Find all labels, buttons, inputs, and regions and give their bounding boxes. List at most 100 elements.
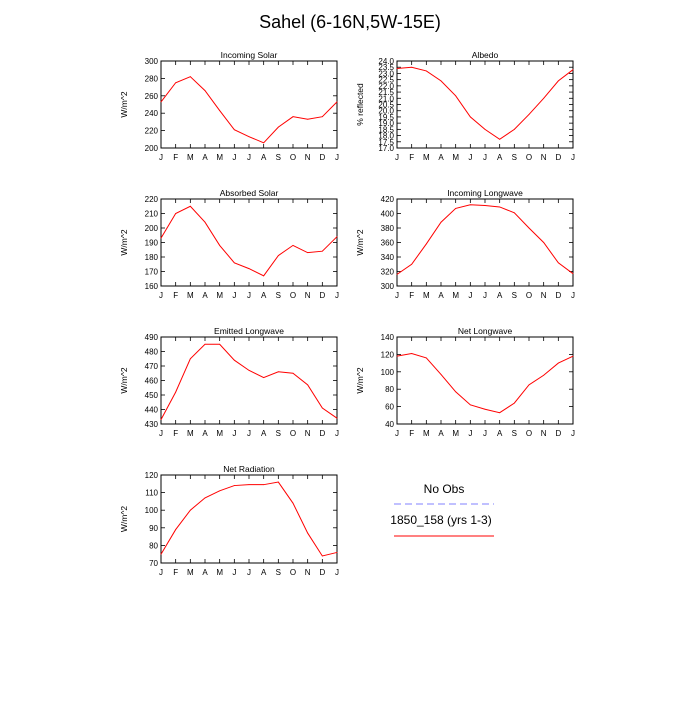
x-tick-label: J [232, 153, 236, 162]
x-tick-label: S [276, 291, 281, 300]
y-tick-label: 400 [381, 210, 395, 219]
y-tick-label: 190 [145, 239, 159, 248]
data-point [396, 68, 398, 69]
y-tick-label: 440 [145, 406, 159, 415]
y-tick-label: 100 [145, 506, 159, 515]
data-point [189, 76, 191, 78]
y-tick-label: 70 [149, 559, 158, 568]
data-point [307, 118, 309, 120]
chart-title: Emitted Longwave [214, 326, 284, 336]
data-point [455, 95, 457, 97]
x-tick-label: A [497, 153, 503, 162]
y-tick-label: 40 [385, 420, 394, 429]
x-tick-label: N [541, 153, 547, 162]
data-point [513, 402, 515, 404]
data-point [336, 236, 338, 238]
data-point [440, 221, 442, 223]
data-point [277, 371, 279, 373]
data-point [204, 221, 206, 223]
x-tick-label: A [261, 291, 267, 300]
x-tick-label: J [159, 291, 163, 300]
x-tick-label: M [423, 153, 430, 162]
data-point [219, 110, 221, 111]
x-tick-label: J [468, 429, 472, 438]
x-tick-label: M [187, 429, 194, 438]
y-tick-label: 300 [145, 57, 159, 66]
series-line [160, 76, 338, 144]
data-point [277, 126, 279, 128]
data-point [336, 417, 338, 419]
data-point [321, 250, 323, 252]
data-point [160, 237, 162, 239]
x-tick-label: J [571, 291, 575, 300]
x-tick-label: O [290, 291, 296, 300]
data-point [204, 497, 206, 499]
data-point [543, 97, 545, 99]
y-tick-label: 90 [149, 524, 158, 533]
data-point [543, 242, 545, 243]
y-axis-label: W/m^2 [119, 506, 129, 532]
y-tick-label: 200 [145, 224, 159, 233]
y-tick-label: 110 [145, 489, 158, 498]
y-tick-label: 460 [145, 377, 159, 386]
data-point [528, 114, 530, 115]
data-point [263, 275, 265, 277]
plot-frame [396, 60, 574, 149]
data-point [233, 129, 235, 131]
x-tick-label: M [216, 153, 223, 162]
x-tick-label: M [216, 568, 223, 577]
x-tick-label: M [452, 153, 459, 162]
y-tick-label: 480 [145, 348, 159, 357]
figure-title: Sahel (6-16N,5W-15E) [259, 12, 441, 32]
data-point [321, 555, 323, 557]
data-point [292, 245, 294, 246]
x-tick-label: J [159, 153, 163, 162]
x-tick-label: J [335, 568, 339, 577]
data-point [484, 128, 486, 130]
data-point [189, 205, 191, 207]
data-point [557, 80, 559, 82]
y-tick-label: 120 [381, 350, 395, 359]
series-line [160, 343, 338, 420]
y-tick-label: 200 [145, 144, 159, 153]
x-tick-label: A [202, 568, 208, 577]
y-tick-label: 430 [145, 420, 159, 429]
y-tick-label: 490 [145, 333, 159, 342]
legend-label: 1850_158 (yrs 1-3) [390, 513, 491, 527]
x-tick-label: M [452, 291, 459, 300]
data-point [528, 384, 530, 386]
x-tick-label: A [202, 429, 208, 438]
y-tick-label: 24.0 [378, 57, 394, 66]
x-tick-label: J [232, 568, 236, 577]
series-line [160, 481, 338, 557]
data-point [469, 116, 471, 118]
y-tick-label: 380 [381, 224, 395, 233]
data-point [219, 343, 221, 345]
data-point [396, 274, 398, 275]
data-point [469, 404, 471, 406]
x-tick-label: A [497, 429, 503, 438]
data-point [248, 268, 250, 269]
data-point [175, 391, 177, 393]
x-tick-label: J [232, 291, 236, 300]
x-tick-label: M [216, 291, 223, 300]
x-tick-label: A [202, 153, 208, 162]
y-tick-label: 17.0 [378, 144, 394, 153]
x-tick-label: M [187, 153, 194, 162]
y-tick-label: 360 [381, 239, 395, 248]
data-point [189, 509, 191, 511]
x-tick-label: J [483, 291, 487, 300]
x-tick-label: J [571, 153, 575, 162]
x-tick-label: M [216, 429, 223, 438]
x-tick-label: J [247, 291, 251, 300]
series-line [396, 353, 574, 414]
data-point [321, 407, 323, 409]
x-tick-label: S [276, 568, 281, 577]
y-axis-label: W/m^2 [355, 229, 365, 255]
x-tick-label: J [571, 429, 575, 438]
x-tick-label: A [261, 153, 267, 162]
